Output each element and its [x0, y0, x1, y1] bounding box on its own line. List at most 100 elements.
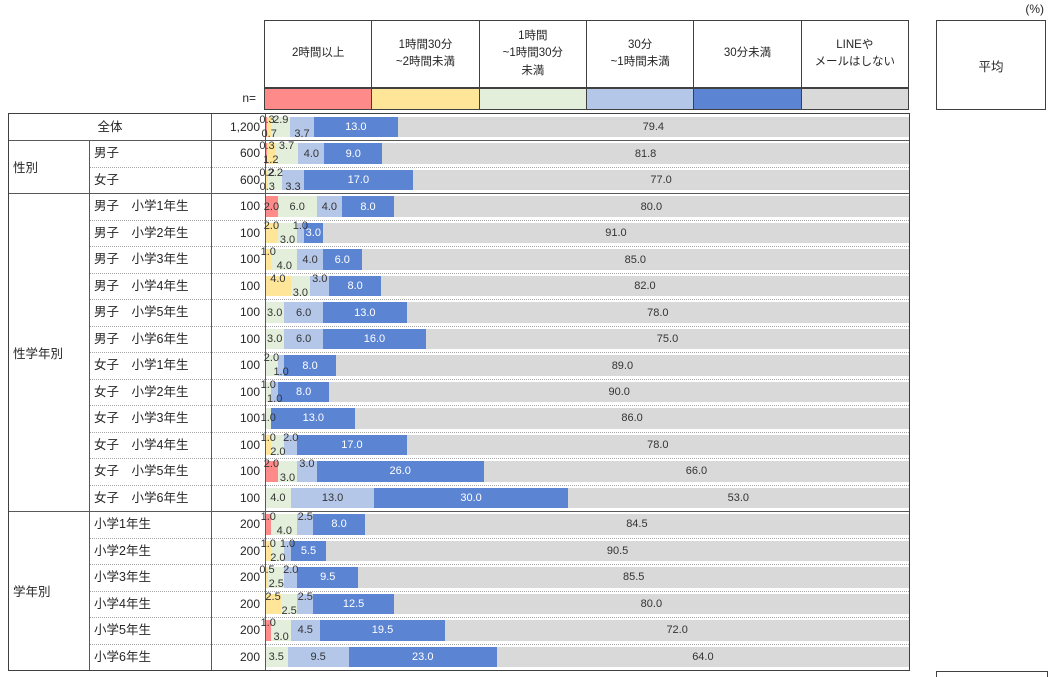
bar-value-label: 1.0 [260, 378, 276, 391]
bar-segment [271, 620, 291, 641]
bar-value-label: 1.0 [260, 431, 276, 444]
row-separator [9, 511, 909, 513]
bar-value-label: 3.0 [292, 286, 309, 299]
bar-segment [265, 593, 282, 615]
bar-row: 1.0 3.0 4.5 19.5 72.0 [261, 617, 909, 643]
bar-segment [358, 567, 909, 588]
column-header-cell: LINEや メールはしない [800, 20, 909, 88]
bar-segment [271, 434, 285, 456]
bar-segment [335, 355, 909, 376]
bar-value-label: 4.0 [276, 525, 292, 538]
bar-segment [277, 355, 285, 376]
n-value: 100 [239, 278, 260, 293]
n-value: 200 [239, 570, 260, 585]
legend-color-cell [800, 88, 909, 110]
bar-value-label: 13.0 [321, 491, 344, 504]
bar-segment [316, 196, 343, 217]
bar-value-label: 2.0 [263, 352, 280, 365]
bar-value-label: 75.0 [656, 333, 679, 346]
bar-value-label: 8.0 [331, 518, 347, 531]
bar-value-label: 13.0 [354, 306, 376, 319]
bar-value-label: 79.4 [642, 121, 665, 134]
bar-row: 2.5 2.5 2.5 12.5 80.0 [265, 591, 909, 617]
bar-segment [355, 408, 909, 429]
n-value: 100 [239, 464, 260, 479]
group-label: 性別 [13, 161, 39, 176]
bar-value-label: 23.0 [412, 650, 434, 663]
bar-value-label: 0.2 [259, 166, 275, 179]
bar-value-label: 8.0 [360, 200, 376, 213]
row-label: 男子 小学1年生 [94, 199, 189, 214]
percent-unit-label: (%) [1025, 2, 1044, 16]
bar-value-label: 3.0 [267, 306, 283, 319]
bar-segment [322, 222, 909, 244]
bar-row: 2.0 1.0 8.0 89.0 [264, 352, 909, 378]
bar-segment [287, 646, 349, 667]
n-value: 1,200 [229, 120, 260, 134]
bar-segment [271, 249, 298, 270]
bar-value-label: 0.3 [259, 140, 275, 153]
axis-line [265, 114, 266, 670]
bar-value-label: 2.0 [270, 551, 286, 564]
bar-value-label: 2.5 [297, 590, 313, 603]
bar-value-label: 12.5 [342, 597, 365, 610]
bar-segment [297, 222, 304, 244]
bar-value-label: 78.0 [647, 306, 669, 319]
bar-value-label: 1.0 [267, 392, 283, 405]
row-label: 男子 [94, 146, 120, 161]
bar-value-label: 13.0 [345, 121, 367, 134]
average-value: 0時間09分 [937, 672, 1047, 677]
bar-segment [297, 434, 407, 456]
n-value: 100 [239, 305, 260, 320]
bar-segment [268, 169, 283, 191]
bar-segment [297, 567, 359, 588]
bar-segment [284, 434, 298, 456]
bar-value-label: 19.5 [371, 624, 394, 637]
bar-value-label: 17.0 [347, 174, 370, 187]
bar-segment [319, 620, 446, 641]
bar-value-label: 1.0 [292, 219, 309, 232]
bar-segment [313, 593, 394, 615]
bar-row: 4.0 3.0 3.0 8.0 82.0 [265, 273, 909, 299]
category-header: 2時間以上 1時間30分 ~2時間未満 1時間 ~1時間30分 未満 30分 ~1時間… [264, 20, 909, 110]
bar-segment [284, 328, 323, 350]
row-separator [89, 246, 909, 248]
bar-value-label: 84.5 [626, 518, 648, 531]
bar-value-label: 3.5 [268, 650, 284, 663]
rows-area: 性別 性学年別 学年別 全体 1,200 0.3 0.7 2.9 3.7 13.0 79.4 男子 60… [8, 113, 910, 671]
row-label: 男子 小学3年生 [94, 252, 189, 267]
bar-value-label: 13.0 [302, 412, 324, 425]
bar-value-label: 81.8 [634, 147, 657, 160]
bar-segment [290, 275, 311, 297]
bar-value-label: 1.0 [260, 246, 276, 259]
row-label: 小学3年生 [94, 570, 151, 585]
bar-value-label: 4.0 [321, 200, 338, 213]
bar-row: 2.0 3.0 3.0 26.0 66.0 [264, 458, 909, 484]
n-value: 200 [239, 623, 260, 638]
bar-segment [322, 249, 362, 270]
bar-value-label: 85.5 [622, 571, 645, 584]
row-separator [89, 219, 909, 221]
bar-value-label: 2.0 [263, 458, 280, 471]
bar-segment [265, 328, 285, 350]
row-label: 男子 小学6年生 [94, 331, 189, 346]
bar-segment [284, 567, 298, 588]
bar-segment [265, 540, 272, 562]
bar-segment [445, 620, 909, 641]
row-separator [9, 140, 909, 142]
bar-value-label: 90.0 [608, 385, 630, 398]
bar-segment [303, 222, 323, 244]
bar-value-label: 1.0 [260, 617, 276, 630]
bar-value-label: 3.0 [267, 333, 283, 346]
bar-value-label: 4.0 [303, 147, 319, 160]
row-separator [89, 617, 909, 619]
row-label: 女子 小学1年生 [94, 358, 189, 373]
bar-row: 3.0 6.0 16.0 75.0 [265, 326, 909, 352]
bar-segment [322, 328, 426, 350]
bar-row: 0.3 1.2 3.7 4.0 9.0 81.8 [259, 140, 909, 166]
row-separator [89, 643, 909, 645]
bar-value-label: 2.9 [273, 114, 289, 126]
bar-segment [364, 514, 909, 535]
bar-segment [326, 540, 909, 562]
bar-segment [313, 514, 365, 535]
